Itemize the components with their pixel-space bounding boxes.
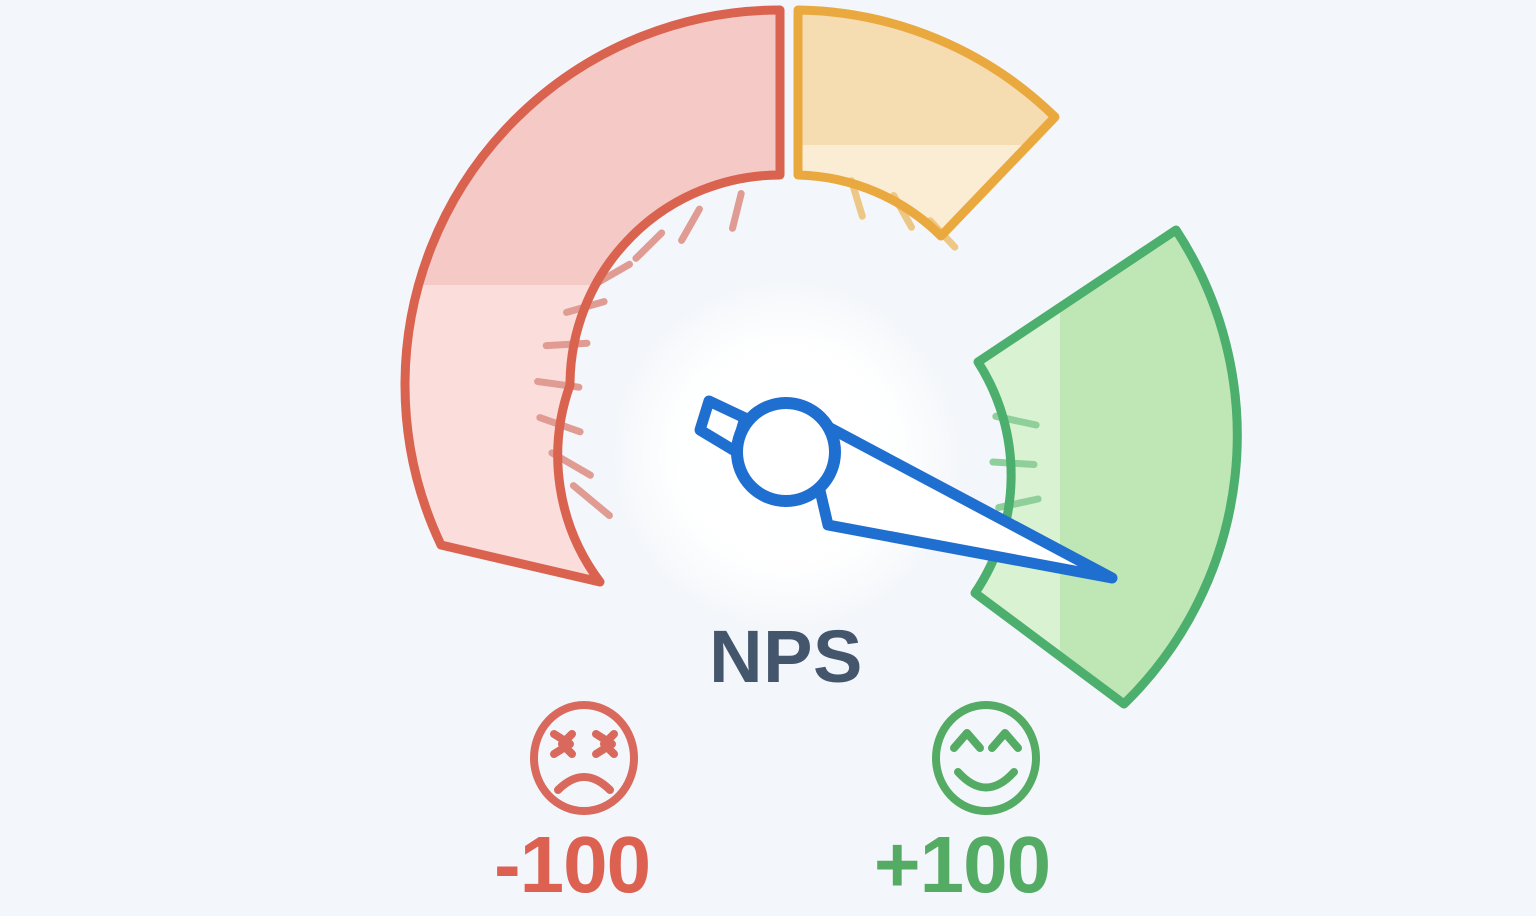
passive-wedge-outer [798,10,1055,145]
sad-face-outline [530,701,638,815]
happy-face-left-eye [950,729,984,752]
sad-face-right-eye [592,730,616,758]
happy-face-outline [932,701,1040,815]
sad-face-right-eye-inner [600,730,618,758]
passive-wedge-outline [793,5,1060,241]
scale-min-label: -100 [494,820,650,909]
scale-max-label: +100 [874,820,1050,909]
detractor-wedge-outer [418,10,780,285]
gauge-zone-promoters [970,225,1242,709]
sad-face-mouth [554,773,614,794]
sad-face-icon [530,701,638,815]
happy-face-mouth [954,768,1018,792]
gauge-zone-detractors [400,5,785,587]
gauge-needle[interactable] [694,395,1118,584]
sad-face-left-eye [550,730,574,758]
detractor-wedge-outline [400,5,785,587]
promoter-wedge-outline [970,225,1242,709]
promoter-wedge-outer [1060,230,1238,704]
gauge-zone-passives [793,5,1060,251]
happy-face-icon [932,701,1040,815]
gauge-center-label: NPS [709,615,863,698]
sad-face-left-eye-inner [558,730,576,758]
needle-hub [731,397,841,507]
happy-face-right-eye [988,729,1022,752]
